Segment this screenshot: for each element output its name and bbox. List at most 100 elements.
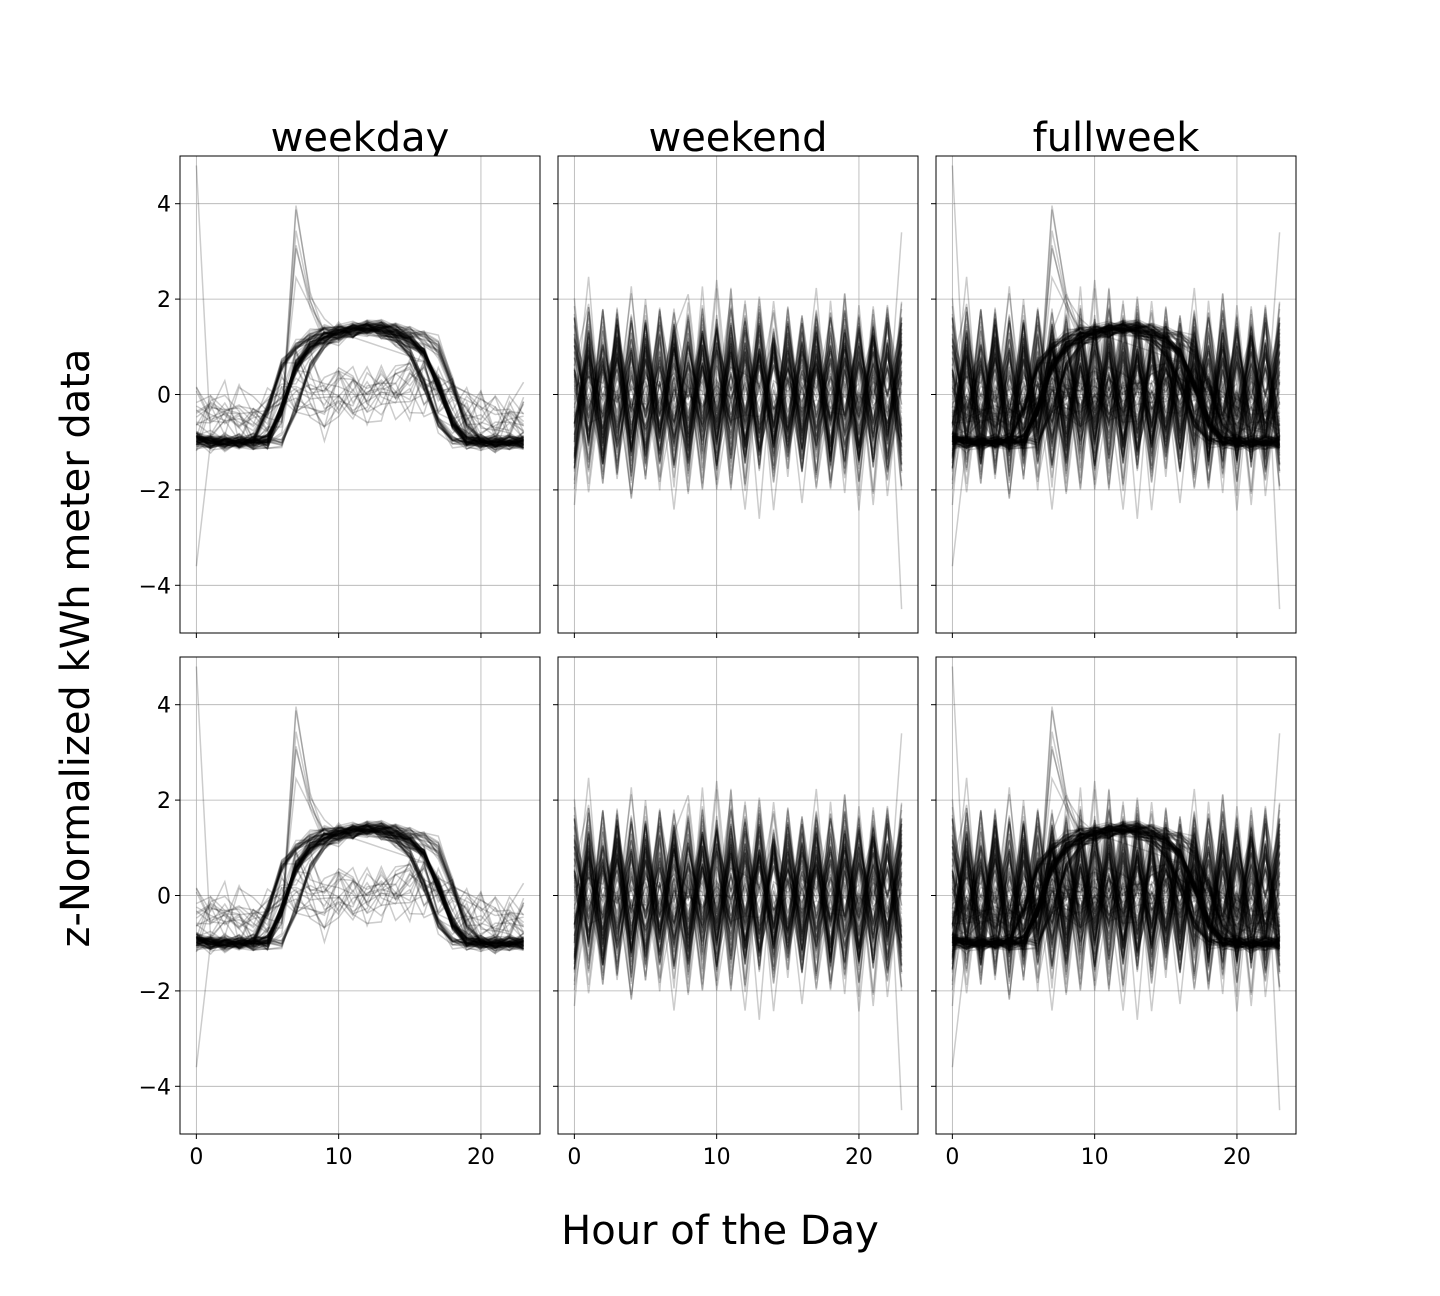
series-line-weekend-84 xyxy=(573,349,903,519)
series-line-weekend-12 xyxy=(573,307,903,466)
series-line-weekday-35 xyxy=(196,323,524,446)
series-line-fullweek-69 xyxy=(952,826,1280,951)
series-line-weekday-69 xyxy=(196,826,524,951)
series-line-weekend-16 xyxy=(573,810,903,971)
series-line-weekend-97 xyxy=(573,810,903,976)
series-line-fullweek-177 xyxy=(951,323,1281,511)
series-line-fullweek-52 xyxy=(952,822,1280,952)
series-line-weekend-32 xyxy=(573,831,903,973)
series-line-fullweek-58 xyxy=(952,323,1281,446)
series-line-weekday-46 xyxy=(196,827,524,949)
series-line-fullweek-106 xyxy=(951,358,1280,443)
series-line-weekend-57 xyxy=(573,345,903,446)
series-line-weekday-11 xyxy=(196,323,524,447)
series-line-weekend-44 xyxy=(573,827,903,995)
series-line-fullweek-117 xyxy=(951,340,1281,469)
series-line-fullweek-124 xyxy=(951,329,1281,458)
series-line-fullweek-5 xyxy=(952,322,1280,447)
series-line-weekday-80 xyxy=(196,326,524,447)
series-line-weekend-66 xyxy=(573,818,903,963)
series-line-weekend-48 xyxy=(573,851,903,957)
series-line-weekend-12 xyxy=(573,808,903,967)
series-line-weekend-56 xyxy=(573,831,903,996)
series-line-weekday-75 xyxy=(196,825,524,950)
series-line-weekday-60 xyxy=(196,827,524,950)
series-line-weekday-0 xyxy=(196,328,524,446)
series-line-weekday-50 xyxy=(196,826,524,950)
series-line-fullweek-83 xyxy=(952,323,1280,450)
series-line-weekend-84 xyxy=(573,850,903,1020)
series-line-weekend-14 xyxy=(573,296,903,439)
series-line-weekend-86 xyxy=(573,341,903,469)
series-line-fullweek-114 xyxy=(951,666,1280,944)
series-line-weekday-61 xyxy=(196,320,524,447)
series-line-weekend-36 xyxy=(573,325,903,449)
series-line-weekend-18 xyxy=(573,813,903,911)
series-line-fullweek-128 xyxy=(951,808,1281,967)
series-group xyxy=(195,165,525,567)
series-line-weekday-72 xyxy=(196,322,524,448)
series-line-fullweek-132 xyxy=(951,309,1281,470)
y-tick-label: −2 xyxy=(139,980,171,1005)
series-line-fullweek-0 xyxy=(952,829,1280,947)
series-line-fullweek-120 xyxy=(951,312,1281,493)
series-line-weekday-71 xyxy=(196,823,524,950)
series-line-fullweek-19 xyxy=(952,326,1280,449)
series-line-fullweek-8 xyxy=(952,324,1280,450)
series-line-weekday-104 xyxy=(196,857,525,936)
series-line-weekday-41 xyxy=(196,826,525,951)
series-group xyxy=(195,666,525,1068)
series-line-weekday-75 xyxy=(196,324,524,449)
series-line-fullweek-180 xyxy=(951,305,1281,471)
series-line-weekday-38 xyxy=(196,822,524,951)
series-line-weekday-19 xyxy=(196,326,524,449)
series-line-fullweek-3 xyxy=(951,829,1281,951)
series-line-weekday-70 xyxy=(195,826,525,952)
series-line-fullweek-186 xyxy=(951,342,1281,459)
series-line-fullweek-34 xyxy=(952,319,1280,447)
x-tick-label: 20 xyxy=(845,1145,873,1170)
series-line-fullweek-120 xyxy=(951,813,1281,994)
series-line-weekend-60 xyxy=(573,304,903,456)
series-line-weekend-33 xyxy=(573,844,903,994)
series-line-weekend-41 xyxy=(573,306,903,473)
series-line-weekend-69 xyxy=(573,844,903,973)
series-line-fullweek-11 xyxy=(952,824,1280,948)
series-line-weekday-55 xyxy=(196,323,525,450)
series-line-fullweek-51 xyxy=(952,323,1280,447)
series-line-weekend-99 xyxy=(573,332,902,436)
series-line-weekday-46 xyxy=(196,326,524,448)
series-line-weekend-31 xyxy=(573,842,903,993)
series-line-fullweek-40 xyxy=(952,824,1280,951)
series-line-fullweek-24 xyxy=(952,826,1280,950)
series-line-weekday-110 xyxy=(195,274,524,449)
series-line-weekend-50 xyxy=(573,841,903,983)
y-tick-label: −4 xyxy=(139,1075,171,1100)
series-line-weekday-89 xyxy=(196,827,524,949)
series-line-fullweek-168 xyxy=(951,824,1281,938)
series-line-fullweek-159 xyxy=(951,820,1281,969)
series-line-fullweek-100 xyxy=(951,864,1281,947)
x-tick-label: 20 xyxy=(467,1145,495,1170)
series-line-fullweek-160 xyxy=(951,326,1281,494)
series-line-weekend-95 xyxy=(573,787,903,973)
series-line-weekday-84 xyxy=(196,823,524,951)
series-line-weekend-2 xyxy=(573,352,903,457)
series-line-weekday-35 xyxy=(196,824,524,947)
series-line-fullweek-175 xyxy=(951,332,1281,427)
series-line-weekend-59 xyxy=(573,833,903,928)
series-line-fullweek-31 xyxy=(952,326,1280,450)
series-line-fullweek-189 xyxy=(951,833,1281,1000)
series-line-fullweek-44 xyxy=(952,823,1280,949)
series-line-fullweek-154 xyxy=(951,321,1281,457)
series-line-weekend-47 xyxy=(573,830,903,939)
series-line-fullweek-183 xyxy=(951,289,1281,477)
series-line-fullweek-153 xyxy=(951,345,1281,443)
x-tick-label: 10 xyxy=(1081,1145,1109,1170)
series-line-weekend-90 xyxy=(573,326,903,471)
y-tick-label: −2 xyxy=(139,479,171,504)
series-line-weekend-0 xyxy=(573,309,903,459)
series-line-weekday-72 xyxy=(196,823,524,949)
series-line-fullweek-95 xyxy=(952,347,1280,438)
series-line-weekday-101 xyxy=(196,845,525,943)
